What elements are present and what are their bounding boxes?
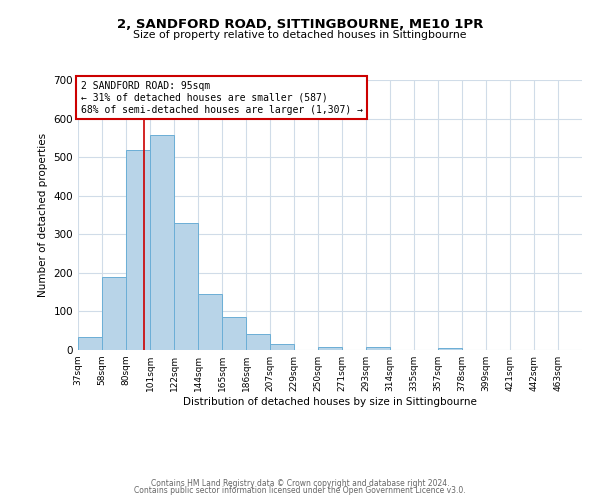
X-axis label: Distribution of detached houses by size in Sittingbourne: Distribution of detached houses by size …: [183, 397, 477, 407]
Text: Contains HM Land Registry data © Crown copyright and database right 2024.: Contains HM Land Registry data © Crown c…: [151, 478, 449, 488]
Bar: [174, 223, 198, 350]
Bar: [126, 150, 150, 350]
Text: 2, SANDFORD ROAD, SITTINGBOURNE, ME10 1PR: 2, SANDFORD ROAD, SITTINGBOURNE, ME10 1P…: [117, 18, 483, 30]
Bar: [270, 344, 294, 350]
Text: Contains public sector information licensed under the Open Government Licence v3: Contains public sector information licen…: [134, 486, 466, 495]
Bar: [150, 135, 174, 350]
Text: Size of property relative to detached houses in Sittingbourne: Size of property relative to detached ho…: [133, 30, 467, 40]
Bar: [102, 277, 126, 350]
Bar: [318, 347, 342, 350]
Bar: [438, 348, 462, 350]
Text: 2 SANDFORD ROAD: 95sqm
← 31% of detached houses are smaller (587)
68% of semi-de: 2 SANDFORD ROAD: 95sqm ← 31% of detached…: [80, 82, 362, 114]
Bar: [78, 338, 102, 350]
Bar: [198, 294, 222, 350]
Bar: [366, 346, 390, 350]
Bar: [246, 334, 270, 350]
Bar: [222, 317, 246, 350]
Y-axis label: Number of detached properties: Number of detached properties: [38, 133, 48, 297]
